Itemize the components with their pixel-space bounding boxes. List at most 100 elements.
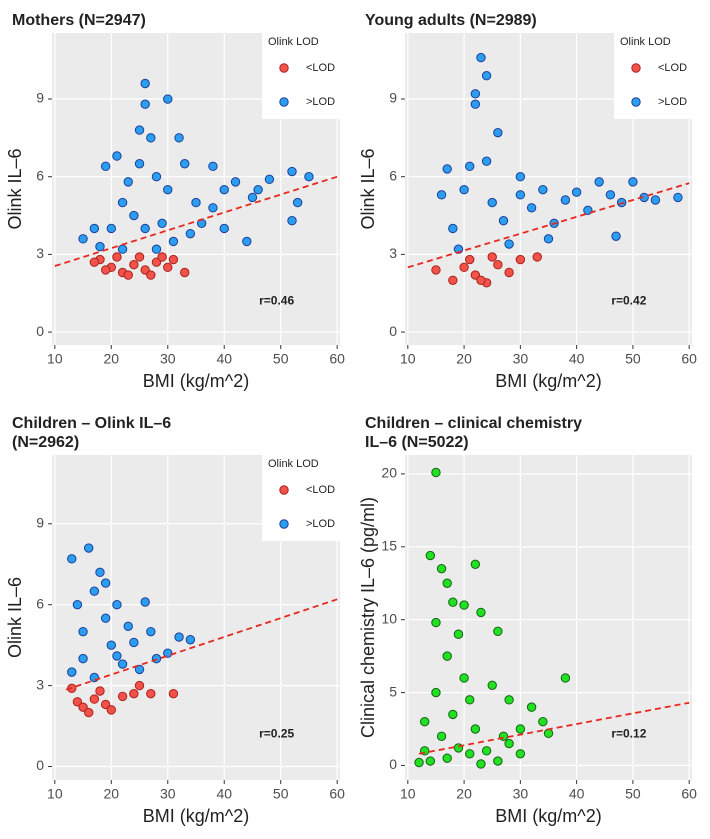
point bbox=[117, 197, 128, 208]
point bbox=[230, 177, 241, 187]
trend-line bbox=[407, 182, 690, 269]
y-tick-label: 0 bbox=[36, 323, 44, 339]
point bbox=[163, 648, 173, 658]
x-tick-label: 40 bbox=[569, 351, 585, 367]
point bbox=[470, 99, 481, 109]
y-tick-label: 10 bbox=[381, 610, 397, 626]
x-tick-label: 60 bbox=[329, 351, 345, 367]
point bbox=[180, 267, 190, 278]
point bbox=[442, 753, 452, 763]
point bbox=[134, 680, 145, 691]
point bbox=[543, 728, 554, 739]
point bbox=[560, 673, 571, 683]
x-tick-label: 20 bbox=[104, 786, 120, 802]
point bbox=[129, 260, 139, 270]
point bbox=[180, 159, 190, 169]
point bbox=[112, 599, 122, 610]
point bbox=[168, 688, 179, 699]
x-tick-label: 30 bbox=[160, 351, 176, 367]
legend-label: >LOD bbox=[306, 518, 335, 530]
point bbox=[134, 159, 145, 169]
point bbox=[100, 161, 111, 172]
y-tick-label: 6 bbox=[389, 167, 397, 183]
y-axis-label: Olink IL–6 bbox=[358, 148, 378, 229]
x-tick-label: 30 bbox=[160, 786, 176, 802]
x-tick-label: 10 bbox=[400, 351, 416, 367]
point bbox=[465, 254, 475, 265]
point bbox=[89, 223, 100, 234]
point bbox=[628, 177, 638, 187]
point bbox=[72, 599, 83, 610]
point bbox=[414, 757, 424, 768]
point bbox=[515, 749, 526, 759]
point bbox=[459, 600, 469, 610]
annotation: r=0.25 bbox=[259, 727, 294, 741]
point bbox=[146, 133, 156, 143]
panel-title: Young adults (N=2989) bbox=[365, 12, 537, 29]
point bbox=[84, 543, 94, 553]
point bbox=[163, 262, 173, 273]
x-tick-label: 60 bbox=[681, 786, 697, 802]
point bbox=[481, 156, 492, 166]
point bbox=[112, 151, 122, 161]
point bbox=[425, 550, 436, 561]
point bbox=[129, 688, 139, 699]
point bbox=[134, 664, 145, 675]
legend-label: <LOD bbox=[306, 484, 335, 496]
x-tick-label: 20 bbox=[104, 351, 120, 367]
point bbox=[287, 216, 297, 226]
point bbox=[493, 756, 503, 766]
point bbox=[146, 688, 156, 699]
y-tick-label: 3 bbox=[389, 245, 397, 261]
point bbox=[163, 94, 173, 104]
point bbox=[419, 717, 430, 727]
point bbox=[95, 241, 105, 252]
point bbox=[459, 673, 469, 683]
y-tick-label: 9 bbox=[36, 514, 44, 530]
y-tick-label: 0 bbox=[389, 323, 397, 339]
legend-title: Olink LOD bbox=[268, 458, 319, 470]
point bbox=[487, 680, 497, 690]
point bbox=[106, 640, 116, 650]
point bbox=[185, 635, 196, 645]
point bbox=[95, 686, 105, 696]
y-tick-label: 9 bbox=[36, 90, 44, 106]
point bbox=[431, 617, 441, 628]
point bbox=[89, 672, 100, 683]
point bbox=[191, 197, 201, 208]
point bbox=[504, 695, 514, 705]
point bbox=[605, 190, 616, 200]
point bbox=[134, 252, 145, 262]
legend-marker bbox=[279, 97, 289, 107]
point bbox=[253, 184, 263, 195]
x-tick-label: 10 bbox=[47, 351, 63, 367]
x-tick-label: 10 bbox=[47, 786, 63, 802]
panel: Children – Olink IL–6(N=2962)10 20 30 40 50 6… bbox=[5, 415, 345, 826]
y-tick-label: 9 bbox=[389, 90, 397, 106]
legend-box bbox=[262, 455, 340, 541]
legend-box bbox=[262, 33, 340, 119]
point bbox=[448, 275, 458, 285]
y-tick-label: 3 bbox=[36, 245, 44, 261]
point bbox=[78, 234, 88, 244]
legend-label: <LOD bbox=[658, 62, 687, 74]
annotation: r=0.46 bbox=[259, 293, 294, 307]
point bbox=[560, 195, 571, 205]
point bbox=[493, 626, 503, 637]
point bbox=[247, 192, 258, 203]
point bbox=[106, 223, 116, 234]
point bbox=[476, 275, 486, 285]
point bbox=[442, 164, 452, 174]
point bbox=[476, 52, 486, 63]
point bbox=[448, 709, 458, 720]
point bbox=[459, 262, 469, 273]
x-tick-label: 50 bbox=[273, 351, 289, 367]
trend-line bbox=[418, 701, 690, 755]
y-tick-label: 0 bbox=[389, 756, 397, 772]
y-tick-label: 3 bbox=[36, 676, 44, 692]
x-tick-label: 30 bbox=[513, 351, 529, 367]
legend-title: Olink LOD bbox=[620, 36, 671, 48]
point bbox=[442, 578, 452, 588]
point bbox=[515, 254, 526, 265]
point bbox=[448, 597, 458, 607]
